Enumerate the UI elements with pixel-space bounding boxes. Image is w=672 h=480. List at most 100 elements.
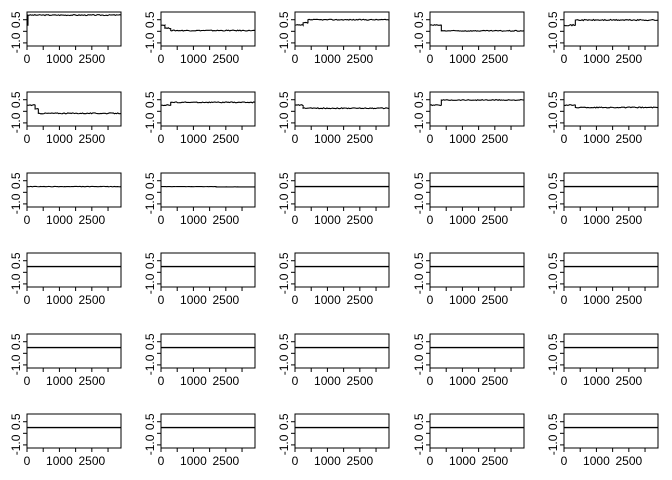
- panel-2: 0 1000 2500 -1.0 0.5: [143, 11, 256, 66]
- x-tick-label: 2500: [615, 52, 642, 66]
- x-tick-label: 2500: [346, 132, 373, 146]
- x-tick-label: 1000: [449, 374, 476, 388]
- panel-1: 0 1000 2500 -1.0 0.5: [9, 11, 122, 66]
- x-tick-label: 2500: [346, 52, 373, 66]
- x-tick-label: 0: [561, 52, 568, 66]
- x-tick-label: 0: [24, 213, 31, 227]
- panel-12: 0 1000 2500 -1.0 0.5: [143, 172, 256, 227]
- y-tick-label: -1.0: [277, 112, 291, 133]
- x-tick-label: 2500: [481, 52, 508, 66]
- x-tick-label: 0: [158, 132, 165, 146]
- x-tick-label: 0: [292, 52, 299, 66]
- plot-frame: [429, 172, 525, 208]
- plot-frame: [563, 252, 659, 288]
- x-tick-label: 1000: [314, 132, 341, 146]
- y-tick-label: 0.5: [546, 413, 560, 430]
- y-tick-label: -1.0: [546, 273, 560, 294]
- panel-21: 0 1000 2500 -1.0 0.5: [9, 333, 122, 388]
- y-tick-label: -1.0: [9, 193, 23, 214]
- y-tick-label: 0.5: [9, 91, 23, 108]
- x-tick-label: 1000: [449, 132, 476, 146]
- y-tick-label: -1.0: [277, 193, 291, 214]
- y-tick-label: -1.0: [9, 434, 23, 455]
- y-tick-label: -1.0: [412, 434, 426, 455]
- plot-frame: [563, 333, 659, 369]
- x-tick-label: 2500: [212, 374, 239, 388]
- plot-frame: [160, 413, 256, 449]
- panel-20: 0 1000 2500 -1.0 0.5: [546, 252, 659, 307]
- x-tick-label: 1000: [583, 374, 610, 388]
- x-tick-label: 0: [561, 374, 568, 388]
- plot-frame: [160, 11, 256, 47]
- plot-frame: [294, 91, 390, 127]
- y-tick-label: 0.5: [412, 333, 426, 350]
- x-tick-label: 0: [158, 293, 165, 307]
- x-tick-label: 0: [24, 454, 31, 468]
- plot-frame: [294, 172, 390, 208]
- x-tick-label: 1000: [46, 132, 73, 146]
- series-line: [160, 101, 256, 107]
- x-tick-label: 0: [561, 454, 568, 468]
- plot-frame: [294, 333, 390, 369]
- y-tick-label: -1.0: [546, 434, 560, 455]
- panel-grid: 0 1000 2500 -1.0 0.5 0 1000 2500 -1.0 0.5 0 1000 250…: [9, 11, 659, 468]
- x-tick-label: 2500: [212, 293, 239, 307]
- x-tick-label: 2500: [78, 52, 105, 66]
- x-tick-label: 0: [24, 293, 31, 307]
- panel-18: 0 1000 2500 -1.0 0.5: [277, 252, 390, 307]
- y-tick-label: -1.0: [546, 354, 560, 375]
- y-tick-label: 0.5: [9, 252, 23, 269]
- x-tick-label: 1000: [180, 52, 207, 66]
- x-tick-label: 1000: [46, 374, 73, 388]
- y-tick-label: 0.5: [143, 333, 157, 350]
- x-tick-label: 0: [561, 132, 568, 146]
- y-tick-label: 0.5: [412, 413, 426, 430]
- x-tick-label: 2500: [212, 52, 239, 66]
- x-tick-label: 1000: [314, 52, 341, 66]
- plot-frame: [429, 333, 525, 369]
- y-tick-label: -1.0: [277, 434, 291, 455]
- panel-9: 0 1000 2500 -1.0 0.5: [412, 91, 525, 146]
- y-tick-label: -1.0: [143, 32, 157, 53]
- x-tick-label: 0: [427, 52, 434, 66]
- x-tick-label: 1000: [583, 293, 610, 307]
- plot-frame: [26, 252, 122, 288]
- plot-frame: [563, 413, 659, 449]
- x-tick-label: 0: [158, 52, 165, 66]
- x-tick-label: 2500: [481, 374, 508, 388]
- y-tick-label: 0.5: [412, 91, 426, 108]
- y-tick-label: -1.0: [9, 112, 23, 133]
- series-line: [27, 14, 122, 26]
- x-tick-label: 1000: [583, 213, 610, 227]
- x-tick-label: 1000: [583, 454, 610, 468]
- panel-7: 0 1000 2500 -1.0 0.5: [143, 91, 256, 146]
- x-tick-label: 0: [561, 293, 568, 307]
- x-tick-label: 1000: [46, 52, 73, 66]
- panel-27: 0 1000 2500 -1.0 0.5: [143, 413, 256, 468]
- x-tick-label: 1000: [449, 293, 476, 307]
- x-tick-label: 2500: [346, 293, 373, 307]
- x-tick-label: 1000: [180, 454, 207, 468]
- series-line: [294, 18, 390, 27]
- x-tick-label: 0: [158, 454, 165, 468]
- panel-15: 0 1000 2500 -1.0 0.5: [546, 172, 659, 227]
- x-tick-label: 1000: [46, 293, 73, 307]
- panel-28: 0 1000 2500 -1.0 0.5: [277, 413, 390, 468]
- panel-4: 0 1000 2500 -1.0 0.5: [412, 11, 525, 66]
- plot-frame: [26, 172, 122, 208]
- y-tick-label: 0.5: [277, 413, 291, 430]
- panel-3: 0 1000 2500 -1.0 0.5: [277, 11, 390, 66]
- y-tick-label: -1.0: [277, 273, 291, 294]
- x-tick-label: 2500: [615, 132, 642, 146]
- x-tick-label: 1000: [314, 293, 341, 307]
- y-tick-label: 0.5: [9, 11, 23, 28]
- series-line: [563, 104, 659, 109]
- x-tick-label: 2500: [78, 132, 105, 146]
- x-tick-label: 1000: [180, 132, 207, 146]
- series-line: [563, 18, 659, 27]
- y-tick-label: 0.5: [546, 333, 560, 350]
- y-tick-label: -1.0: [143, 354, 157, 375]
- x-tick-label: 0: [292, 132, 299, 146]
- panel-25: 0 1000 2500 -1.0 0.5: [546, 333, 659, 388]
